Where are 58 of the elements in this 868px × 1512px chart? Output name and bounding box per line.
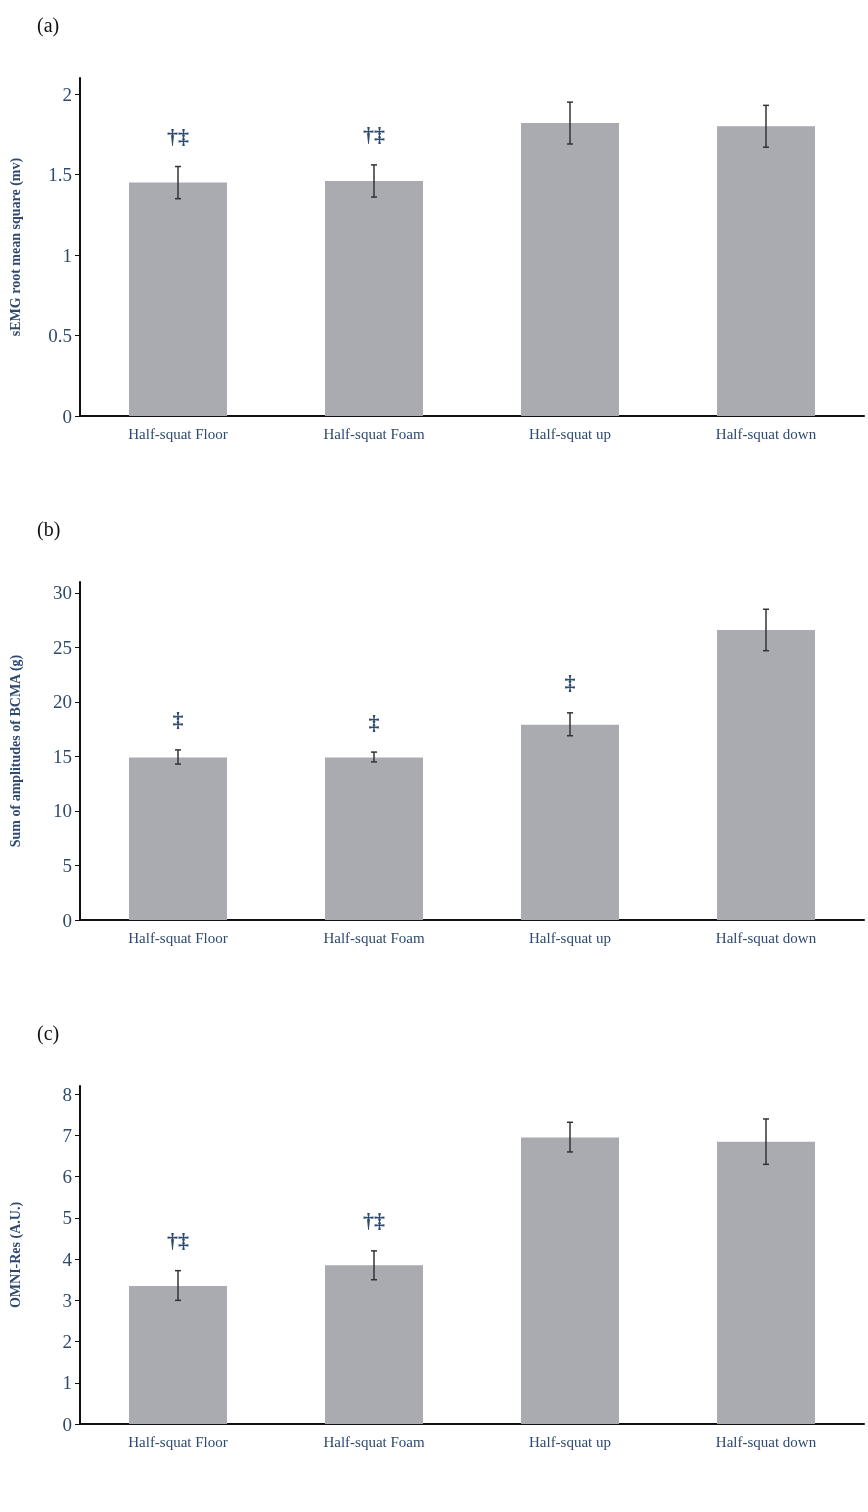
y-tick-label: 4	[62, 1248, 73, 1270]
y-axis-title: Sum of amplitudes of BCMA (g)	[7, 654, 24, 848]
bar	[325, 181, 423, 416]
bar	[717, 1141, 815, 1424]
y-tick-label: 10	[53, 800, 72, 822]
annotation: †‡	[363, 1208, 385, 1234]
x-tick-label: Half-squat down	[715, 929, 817, 946]
x-tick-label: Half-squat Foam	[323, 425, 425, 442]
y-tick-label: 2	[62, 1331, 72, 1353]
y-tick-label: 0.5	[48, 325, 72, 347]
bar	[129, 1285, 227, 1424]
x-tick-label: Half-squat up	[528, 425, 612, 442]
bar	[129, 182, 227, 416]
annotation: †‡	[167, 1228, 189, 1254]
annotation: ‡	[564, 670, 576, 696]
y-tick-label: 2	[62, 83, 72, 105]
chart-title: (a)	[37, 14, 60, 37]
y-tick-label: 6	[62, 1166, 72, 1188]
annotation: †‡	[363, 122, 385, 148]
y-tick-label: 3	[62, 1289, 72, 1311]
y-tick-label: 1	[62, 1372, 72, 1394]
bar	[717, 126, 815, 416]
y-tick-label: 0	[62, 1413, 72, 1435]
y-tick-label: 5	[62, 854, 72, 876]
y-tick-label: 15	[53, 745, 72, 767]
x-tick-label: Half-squat down	[715, 425, 817, 442]
y-tick-label: 0	[62, 405, 72, 427]
x-tick-label: Half-squat Floor	[128, 425, 228, 442]
x-tick-label: Half-squat Foam	[323, 1433, 425, 1450]
bar	[521, 724, 619, 920]
x-tick-label: Half-squat up	[528, 1433, 612, 1450]
x-tick-label: Half-squat Floor	[128, 1433, 228, 1450]
y-tick-label: 20	[53, 691, 72, 713]
annotation: †‡	[167, 124, 189, 150]
chart-title: (b)	[37, 518, 61, 541]
y-tick-label: 25	[53, 636, 72, 658]
y-tick-label: 1.5	[48, 164, 72, 186]
annotation: ‡	[368, 709, 380, 735]
chart-title: (c)	[37, 1022, 60, 1045]
x-tick-label: Half-squat Foam	[323, 929, 425, 946]
y-tick-label: 5	[62, 1207, 72, 1229]
annotation: ‡	[172, 707, 184, 733]
y-tick-label: 8	[62, 1083, 72, 1105]
y-axis-title: OMNI-Res (A.U.)	[7, 1201, 24, 1309]
y-tick-label: 7	[62, 1124, 72, 1146]
y-tick-label: 1	[62, 244, 72, 266]
bar	[325, 1265, 423, 1424]
x-tick-label: Half-squat up	[528, 929, 612, 946]
y-axis-title: sEMG root mean square (mv)	[7, 157, 24, 337]
bar	[129, 757, 227, 920]
x-tick-label: Half-squat down	[715, 1433, 817, 1450]
bar	[521, 1137, 619, 1424]
x-tick-label: Half-squat Floor	[128, 929, 228, 946]
bar	[717, 629, 815, 920]
bar	[325, 757, 423, 920]
y-tick-label: 0	[62, 909, 72, 931]
y-tick-label: 30	[53, 582, 72, 604]
bar	[521, 123, 619, 416]
